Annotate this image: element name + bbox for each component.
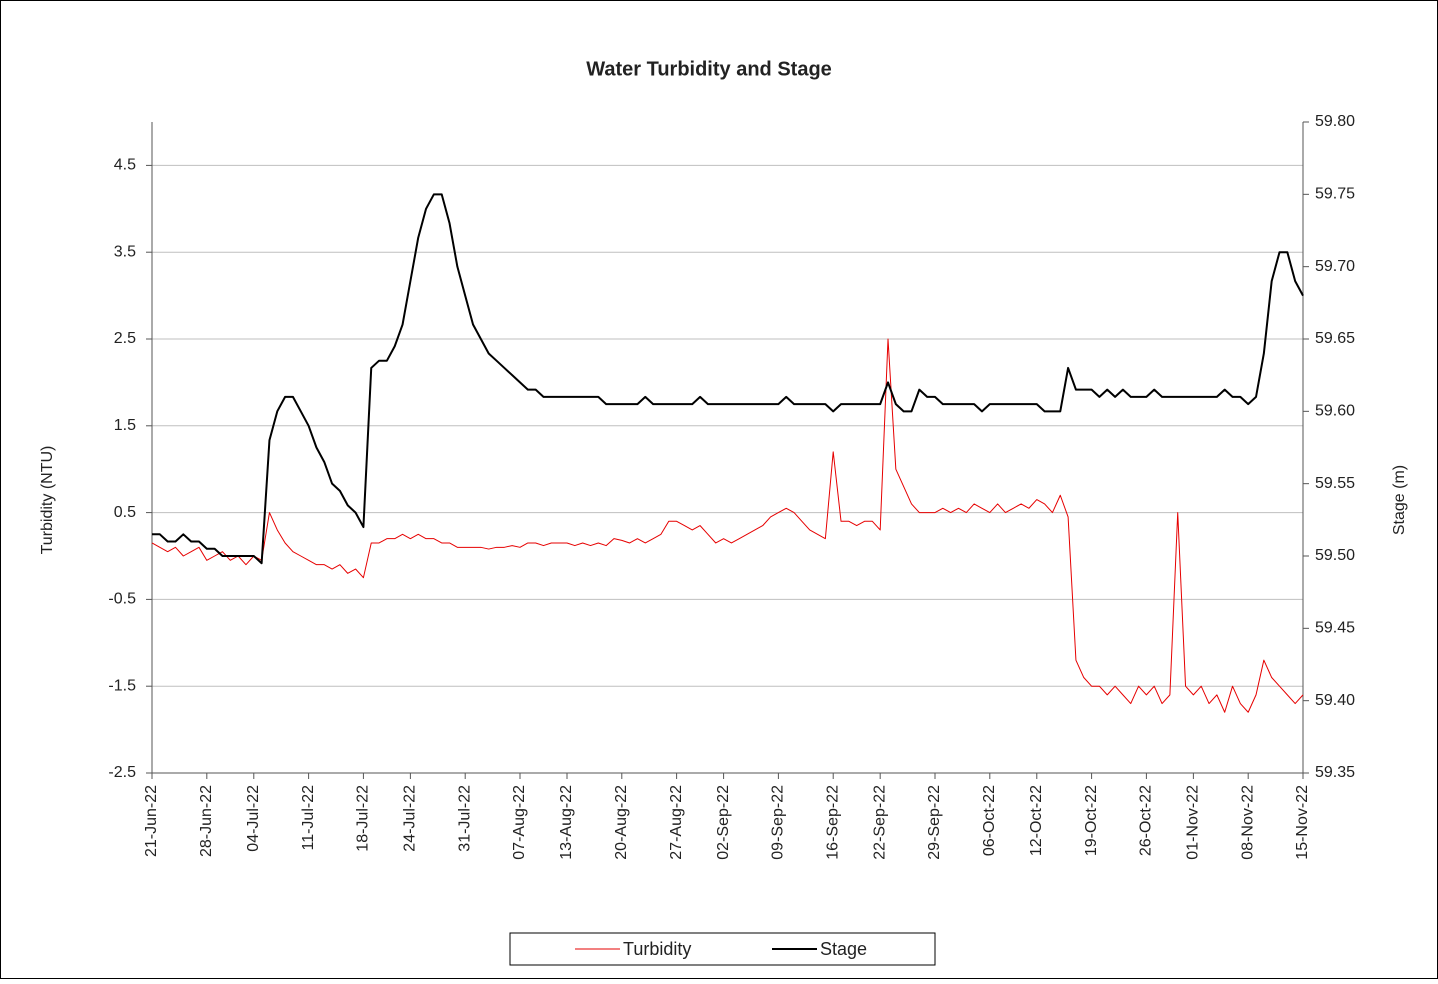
y-axis-title: Turbidity (NTU) (39, 446, 56, 555)
x-tick-label: 13-Aug-22 (558, 785, 575, 860)
x-tick-label: 16-Sep-22 (824, 785, 841, 860)
y-tick-label: 3.5 (114, 243, 136, 260)
x-tick-label: 29-Sep-22 (926, 785, 943, 860)
y2-axis-title: Stage (m) (1391, 465, 1408, 535)
y-tick-label: -0.5 (108, 591, 136, 608)
x-tick-label: 22-Sep-22 (871, 785, 888, 860)
x-tick-label: 15-Nov-22 (1294, 785, 1311, 860)
chart-title: Water Turbidity and Stage (586, 58, 832, 80)
y2-tick-label: 59.65 (1315, 330, 1355, 347)
series-line (151, 338, 1304, 713)
x-tick-label: 09-Sep-22 (770, 785, 787, 860)
x-tick-label: 28-Jun-22 (198, 785, 215, 857)
y2-tick-label: 59.50 (1315, 547, 1355, 564)
y-tick-label: 0.5 (114, 504, 136, 521)
x-tick-label: 07-Aug-22 (511, 785, 528, 860)
y2-tick-label: 59.75 (1315, 186, 1355, 203)
x-tick-label: 06-Oct-22 (981, 785, 998, 856)
y2-tick-label: 59.45 (1315, 620, 1355, 637)
y2-tick-label: 59.35 (1315, 764, 1355, 781)
y2-tick-label: 59.40 (1315, 692, 1355, 709)
legend-label: Turbidity (623, 939, 691, 959)
x-tick-label: 12-Oct-22 (1028, 785, 1045, 856)
y-tick-label: 4.5 (114, 157, 136, 174)
y-tick-label: -2.5 (108, 764, 136, 781)
series-line (152, 193, 1304, 565)
y-tick-label: 2.5 (114, 330, 136, 347)
x-tick-label: 31-Jul-22 (456, 785, 473, 852)
x-tick-label: 27-Aug-22 (668, 785, 685, 860)
x-tick-label: 08-Nov-22 (1239, 785, 1256, 860)
y2-tick-label: 59.60 (1315, 403, 1355, 420)
y2-tick-label: 59.70 (1315, 258, 1355, 275)
y2-tick-label: 59.55 (1315, 475, 1355, 492)
x-tick-label: 24-Jul-22 (402, 785, 419, 852)
x-tick-label: 01-Nov-22 (1185, 785, 1202, 860)
x-tick-label: 11-Jul-22 (300, 785, 317, 851)
x-tick-label: 21-Jun-22 (143, 785, 160, 857)
x-tick-label: 02-Sep-22 (715, 785, 732, 860)
x-tick-label: 26-Oct-22 (1138, 785, 1155, 856)
y2-tick-label: 59.80 (1315, 113, 1355, 130)
x-tick-label: 04-Jul-22 (245, 785, 262, 852)
y-tick-label: -1.5 (108, 677, 136, 694)
legend-label: Stage (820, 939, 867, 959)
legend-box (509, 932, 936, 966)
x-tick-label: 19-Oct-22 (1083, 785, 1100, 856)
x-tick-label: 18-Jul-22 (355, 785, 372, 852)
x-tick-label: 20-Aug-22 (613, 785, 630, 860)
y-tick-label: 1.5 (114, 417, 136, 434)
